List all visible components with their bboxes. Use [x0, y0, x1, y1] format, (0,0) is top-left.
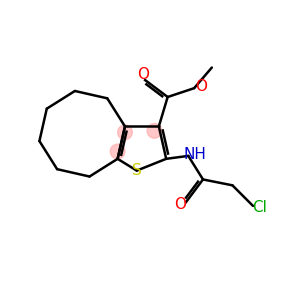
Text: O: O [136, 67, 148, 82]
Text: S: S [132, 163, 142, 178]
Text: O: O [174, 197, 186, 212]
Circle shape [118, 125, 132, 140]
Text: NH: NH [183, 147, 206, 162]
Circle shape [147, 124, 162, 138]
Text: Cl: Cl [252, 200, 267, 215]
Text: O: O [195, 79, 207, 94]
Circle shape [110, 144, 125, 159]
